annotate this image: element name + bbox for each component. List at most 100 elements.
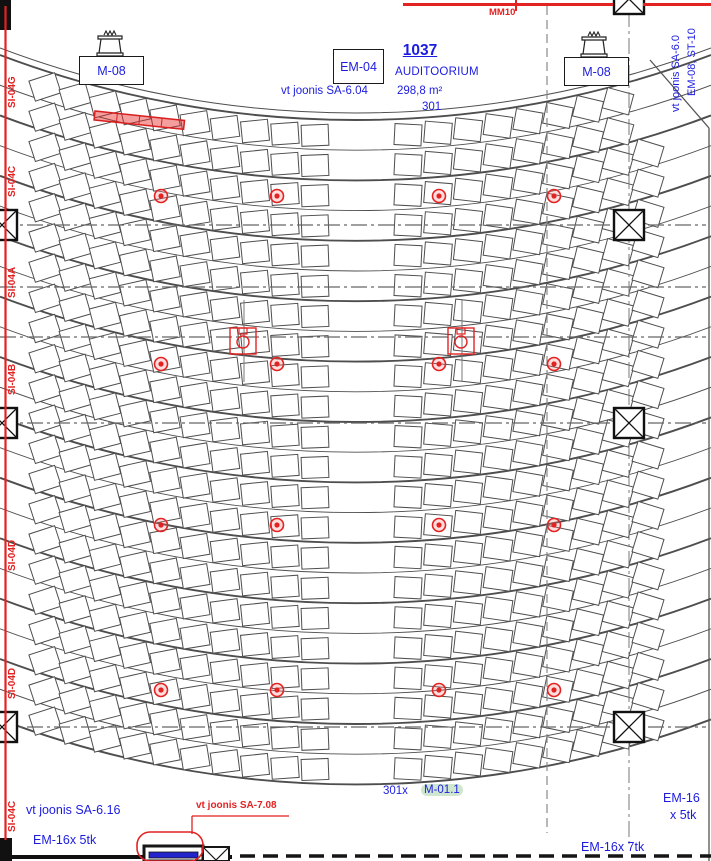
seat bbox=[393, 425, 423, 449]
seat bbox=[149, 315, 181, 343]
seat bbox=[209, 658, 241, 684]
seat bbox=[118, 248, 152, 277]
seat bbox=[393, 183, 423, 207]
column-x2 bbox=[613, 0, 629, 15]
seat bbox=[58, 413, 92, 443]
column-box bbox=[0, 406, 19, 440]
seat bbox=[423, 422, 453, 447]
seat bbox=[179, 502, 211, 529]
bottom-em16-center: EM-16x 7tk bbox=[581, 840, 645, 854]
seat bbox=[118, 369, 152, 398]
seat bbox=[270, 182, 300, 206]
seat bbox=[512, 651, 544, 679]
outlet-symbol-dot bbox=[158, 522, 164, 528]
seat bbox=[393, 153, 423, 177]
seat bbox=[58, 293, 92, 323]
seat bbox=[88, 392, 122, 421]
seat bbox=[209, 175, 241, 201]
seat bbox=[571, 245, 605, 274]
seat bbox=[270, 272, 300, 297]
seat bbox=[239, 118, 271, 144]
seat bbox=[179, 653, 211, 680]
seat-tag-prefix: 301x bbox=[383, 785, 408, 797]
seat bbox=[482, 747, 514, 774]
seat bbox=[118, 490, 152, 519]
room-code: 301 bbox=[422, 101, 442, 113]
console-ref: vt joonis SA-7.08 bbox=[196, 800, 277, 811]
seat bbox=[179, 110, 211, 137]
seat bbox=[209, 356, 241, 382]
seat bbox=[118, 701, 152, 730]
seat bbox=[512, 349, 544, 377]
seat bbox=[512, 560, 544, 588]
seat bbox=[393, 606, 423, 630]
seat bbox=[571, 487, 605, 516]
seat bbox=[88, 180, 122, 210]
seat bbox=[393, 576, 423, 600]
seat bbox=[571, 729, 605, 757]
seat bbox=[239, 269, 271, 295]
seat bbox=[209, 447, 241, 473]
seat bbox=[209, 718, 241, 745]
seat bbox=[393, 636, 423, 660]
seat bbox=[300, 757, 330, 782]
seat bbox=[28, 676, 62, 706]
floor-box-circle bbox=[454, 335, 468, 349]
seat bbox=[270, 725, 300, 750]
seat bbox=[452, 419, 484, 445]
seat bbox=[88, 513, 122, 542]
console-revision-cloud bbox=[136, 831, 204, 861]
seat bbox=[571, 578, 605, 606]
seat bbox=[28, 706, 62, 736]
seat bbox=[393, 304, 423, 328]
seat bbox=[542, 554, 574, 583]
seat bbox=[179, 563, 211, 590]
seat bbox=[452, 147, 484, 173]
seat bbox=[209, 296, 241, 322]
seat bbox=[270, 363, 300, 388]
outlet-symbol-dot bbox=[436, 687, 442, 693]
seat bbox=[452, 691, 484, 717]
seat bbox=[270, 574, 300, 599]
seat bbox=[28, 132, 62, 163]
seat bbox=[571, 698, 605, 727]
seat bbox=[452, 358, 484, 384]
seat bbox=[239, 752, 271, 778]
seat bbox=[482, 596, 514, 623]
seat bbox=[482, 203, 514, 230]
seat bbox=[28, 223, 62, 253]
bottom-em16-left: EM-16x 5tk bbox=[33, 833, 97, 847]
seat bbox=[542, 615, 574, 643]
seat bbox=[118, 641, 152, 670]
seat bbox=[58, 172, 92, 202]
seat bbox=[482, 415, 514, 441]
seat bbox=[300, 365, 330, 389]
seat bbox=[393, 394, 423, 419]
seat bbox=[512, 591, 544, 618]
seat bbox=[423, 543, 453, 568]
seat bbox=[179, 442, 211, 469]
seat bbox=[631, 379, 665, 410]
seat bbox=[58, 111, 92, 141]
seat bbox=[423, 452, 453, 478]
seat bbox=[179, 230, 211, 258]
seat bbox=[601, 298, 635, 327]
axis-label-si-04d-5: SI-04D bbox=[7, 667, 18, 699]
outlet-symbol-dot bbox=[436, 522, 442, 528]
outlet-symbol-dot bbox=[551, 193, 557, 199]
seat bbox=[393, 727, 423, 751]
seat bbox=[482, 173, 514, 200]
seat bbox=[149, 497, 181, 524]
outlet-symbol-dot bbox=[551, 687, 557, 693]
seat bbox=[542, 222, 574, 250]
seat bbox=[209, 628, 241, 654]
axis-label-si-04c-6: SI-04C bbox=[7, 800, 18, 832]
seat bbox=[512, 168, 544, 195]
seat bbox=[512, 198, 544, 226]
seat bbox=[482, 656, 514, 683]
seat bbox=[270, 423, 300, 448]
seat bbox=[58, 715, 92, 745]
seat bbox=[118, 520, 152, 549]
seat bbox=[571, 94, 605, 123]
